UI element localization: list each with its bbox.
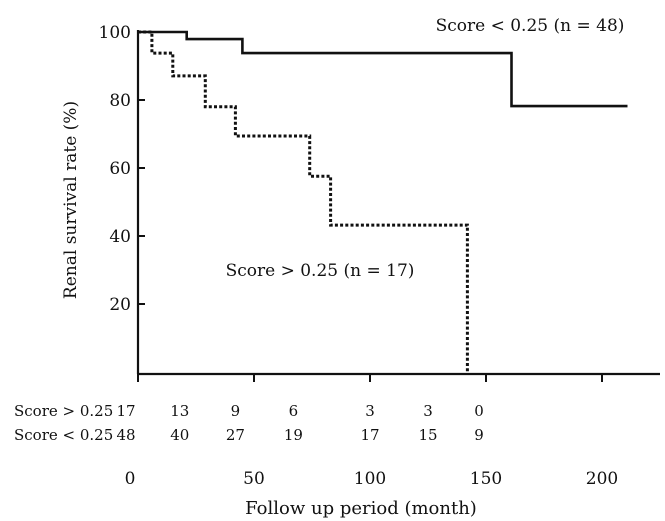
risk-count: 6: [289, 402, 299, 420]
x-axis-label: Follow up period (month): [245, 498, 477, 519]
risk-count: 13: [170, 402, 189, 420]
risk-count: 9: [231, 402, 241, 420]
risk-count: 0: [474, 402, 484, 420]
x-tick-label: 0: [125, 469, 136, 489]
x-tick-label: 50: [243, 469, 265, 489]
y-tick-label: 60: [109, 159, 131, 179]
risk-count: 9: [474, 426, 484, 444]
x-tick-label: 200: [586, 469, 618, 489]
y-axis-label: Renal survival rate (%): [61, 101, 81, 299]
risk-count: 15: [418, 426, 437, 444]
series-line-low-score: [138, 30, 628, 108]
series-layer: [138, 30, 628, 372]
risk-count: 3: [365, 402, 375, 420]
y-tick-label: 40: [109, 227, 131, 247]
series-label-high-score: Score > 0.25 (n = 17): [226, 261, 415, 281]
risk-row-label: Score > 0.25: [14, 402, 113, 420]
series-line-high-score: [138, 30, 469, 372]
risk-count: 17: [116, 402, 135, 420]
y-tick-label: 20: [109, 295, 131, 315]
y-tick-label: 100: [99, 23, 131, 43]
risk-count: 48: [116, 426, 135, 444]
y-tick-label: 80: [109, 91, 131, 111]
series-label-low-score: Score < 0.25 (n = 48): [436, 16, 625, 36]
risk-count: 27: [226, 426, 245, 444]
x-tick-label: 100: [354, 469, 386, 489]
risk-count: 17: [360, 426, 379, 444]
x-tick-label: 150: [470, 469, 502, 489]
risk-count: 3: [423, 402, 433, 420]
risk-count: 19: [284, 426, 303, 444]
risk-row-label: Score < 0.25: [14, 426, 113, 444]
risk-count: 40: [170, 426, 189, 444]
